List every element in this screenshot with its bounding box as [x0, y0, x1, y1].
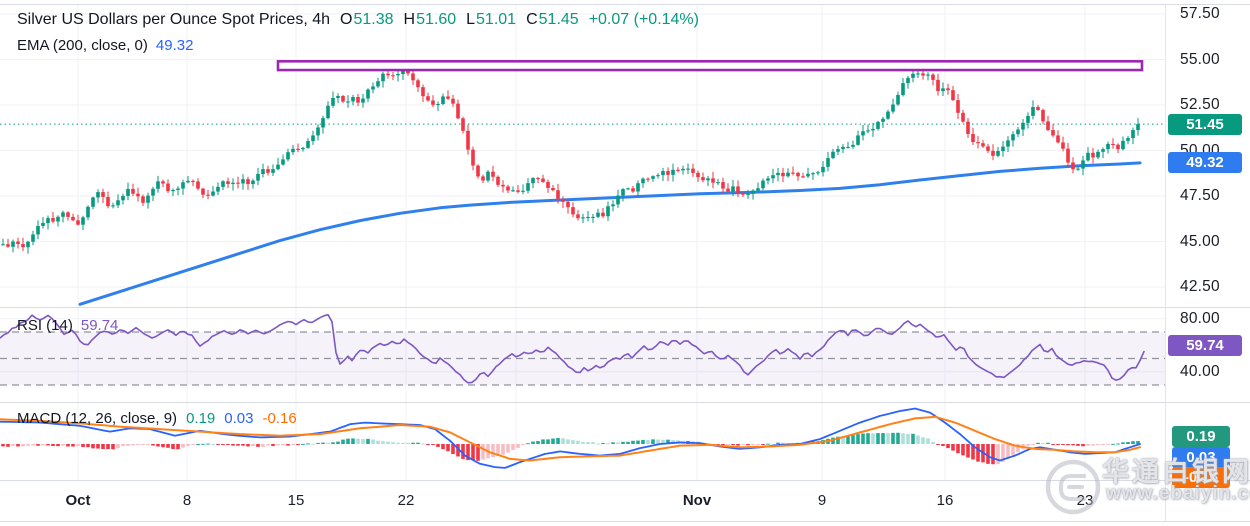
rsi-tick-label: 80.00	[1180, 309, 1220, 327]
main-legend: Silver US Dollars per Ounce Spot Prices,…	[17, 11, 699, 29]
bottom-border	[0, 521, 1250, 522]
ema-value-badge: 49.32	[1168, 152, 1242, 174]
time-tick-label: 15	[287, 492, 305, 509]
macd-line-value: 0.03	[224, 410, 254, 427]
time-tick-label: 23	[1076, 492, 1094, 509]
ema-value: 49.32	[155, 37, 194, 54]
last-price-badge: 51.45	[1168, 113, 1242, 135]
ohlc-high: H 51.60	[403, 11, 457, 28]
macd-hist-badge: 0.19	[1172, 425, 1230, 447]
time-tick-label: Oct	[65, 492, 91, 509]
ohlc-close: C 51.45	[526, 11, 579, 28]
time-tick-label: 16	[936, 492, 954, 509]
macd-signal-badge: -0.16	[1172, 466, 1230, 488]
ohlc-open: O 51.38	[340, 11, 394, 28]
price-tick-label: 45.00	[1180, 232, 1220, 250]
rsi-label: RSI (14)	[17, 317, 73, 334]
ema-label: EMA (200, close, 0)	[17, 37, 148, 54]
rsi-value-badge: 59.74	[1168, 335, 1242, 357]
rsi-tick-label: 40.00	[1180, 362, 1220, 380]
time-axis[interactable]: Oct 8 15 22 Nov 9 16 23	[0, 481, 1250, 521]
purple-box-annotation[interactable]	[276, 60, 1144, 72]
time-tick-label: 9	[817, 492, 827, 509]
rsi-legend: RSI (14) 59.74	[17, 317, 118, 334]
macd-legend: MACD (12, 26, close, 9) 0.19 0.03 -0.16	[17, 410, 297, 427]
macd-signal-value: -0.16	[262, 410, 297, 427]
macd-line-badge: 0.03	[1172, 446, 1230, 468]
macd-label: MACD (12, 26, close, 9)	[17, 410, 178, 427]
macd-hist-value: 0.19	[186, 410, 216, 427]
rsi-pane-divider[interactable]	[0, 307, 1250, 308]
ohlc-low: L 51.01	[466, 11, 517, 28]
macd-pane-divider[interactable]	[0, 402, 1250, 403]
price-tick-label: 52.50	[1180, 96, 1220, 113]
ema-legend: EMA (200, close, 0) 49.32	[17, 37, 193, 54]
price-axis-separator	[1165, 4, 1166, 521]
time-axis-divider	[0, 480, 1250, 481]
top-border	[0, 4, 1250, 5]
price-tick-label: 57.50	[1180, 5, 1220, 22]
time-tick-label: 8	[182, 492, 192, 509]
price-change: +0.07 (+0.14%)	[588, 11, 699, 28]
plot-layers	[0, 4, 1165, 481]
time-tick-label: Nov	[682, 492, 712, 509]
price-tick-label: 55.00	[1180, 50, 1220, 68]
time-tick-label: 22	[397, 492, 415, 509]
rsi-value: 59.74	[80, 317, 119, 334]
symbol-title: Silver US Dollars per Ounce Spot Prices,…	[17, 11, 331, 28]
price-tick-label: 42.50	[1180, 278, 1220, 295]
price-tick-label: 47.50	[1180, 187, 1220, 204]
price-scale[interactable]: 57.50 55.00 52.50 50.00 47.50 45.00 42.50 80.00…	[1166, 4, 1250, 481]
